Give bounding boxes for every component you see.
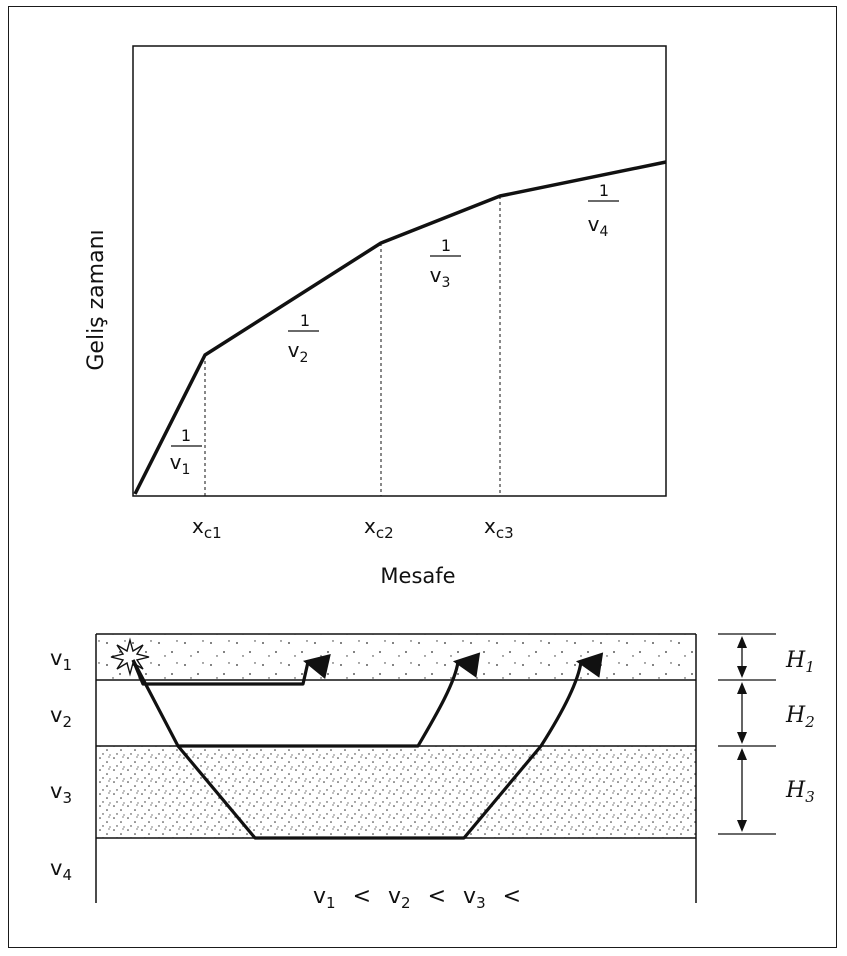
crossover-label-1: xc1 — [192, 514, 222, 542]
slope-label-1: 1 v1 — [170, 426, 202, 478]
thickness-label-1: H1 — [785, 648, 815, 676]
svg-text:1: 1 — [181, 426, 191, 445]
velocity-label-3: v3 — [50, 779, 72, 807]
figure-frame — [8, 6, 837, 948]
layer-3-fill — [96, 746, 696, 838]
velocity-label-1: v1 — [50, 646, 72, 674]
slope-label-4: 1 v4 — [588, 181, 619, 240]
svg-text:v2: v2 — [288, 338, 309, 366]
ray-path-2 — [131, 652, 481, 748]
velocity-relation: v1 < v2 < v3 < — [313, 884, 521, 914]
y-axis-label: Geliş zamanı — [84, 229, 109, 370]
thickness-brackets — [718, 633, 776, 835]
svg-text:1: 1 — [599, 181, 609, 200]
slope-label-3: 1 v3 — [430, 236, 461, 291]
svg-text:v4: v4 — [588, 212, 609, 240]
shot-source-icon — [110, 637, 150, 677]
crossover-label-3: xc3 — [484, 514, 514, 542]
layer-cross-section: v1 v2 v3 v4 H1 H2 H3 v1 < v2 < v3 — [50, 633, 815, 914]
svg-text:v1: v1 — [170, 450, 191, 478]
x-axis-label: Mesafe — [380, 564, 455, 588]
chart-frame — [132, 45, 667, 497]
travel-time-curve — [133, 160, 667, 495]
ray-path-3 — [176, 652, 604, 840]
travel-time-chart: Geliş zamanı Mesafe xc1 xc2 xc3 1 v1 1 v… — [84, 45, 667, 588]
velocity-label-2: v2 — [50, 703, 72, 731]
velocity-label-4: v4 — [50, 856, 72, 884]
svg-text:v3: v3 — [430, 263, 451, 291]
crossover-label-2: xc2 — [364, 514, 394, 542]
thickness-label-2: H2 — [785, 703, 815, 731]
layer-1-fill — [96, 634, 696, 680]
svg-text:1: 1 — [300, 311, 310, 330]
thickness-label-3: H3 — [785, 778, 815, 806]
svg-text:1: 1 — [441, 236, 451, 255]
slope-label-2: 1 v2 — [288, 311, 319, 366]
